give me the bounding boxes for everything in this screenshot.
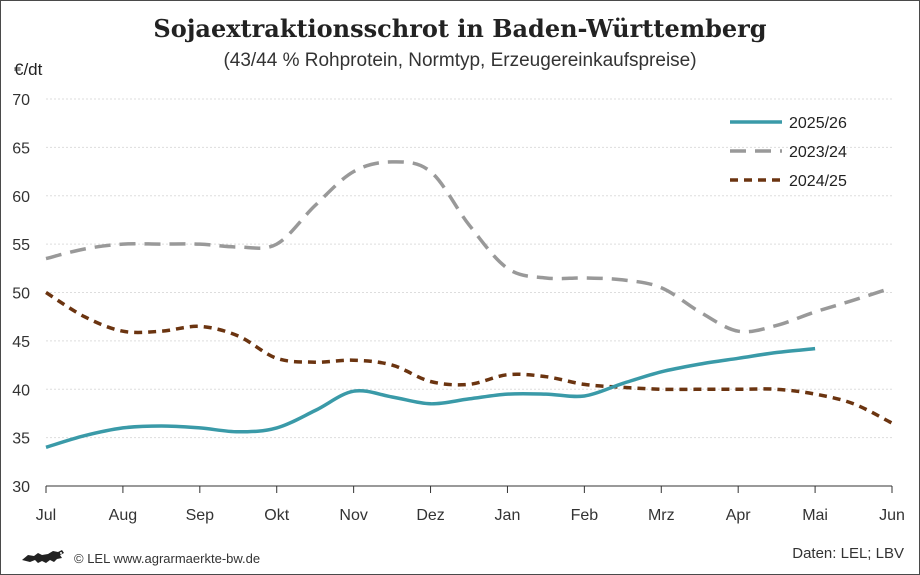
copyright-text: © LEL www.agrarmaerkte-bw.de [74, 550, 261, 566]
y-tick-label: 30 [12, 479, 30, 496]
x-tick-label: Feb [571, 507, 599, 524]
y-tick-label: 50 [12, 286, 30, 303]
series-line-2025-26 [45, 346, 816, 449]
lion-logo-icon [20, 548, 66, 569]
x-tick-label: Sep [186, 507, 215, 524]
y-tick-label: 35 [12, 431, 30, 448]
y-tick-label: 55 [12, 237, 30, 254]
legend-label: 2025/26 [789, 115, 847, 132]
legend-label: 2023/24 [789, 144, 847, 161]
x-tick-label: Jan [495, 507, 521, 524]
chart-title: Sojaextraktionsschrot in Baden-Württembe… [153, 14, 767, 43]
legend-label: 2024/25 [789, 173, 847, 190]
footer-copyright: © LEL www.agrarmaerkte-bw.de [20, 548, 260, 568]
x-tick-label: Jul [36, 507, 56, 524]
x-tick-label: Nov [339, 507, 367, 524]
x-tick-label: Okt [264, 507, 289, 524]
x-tick-label: Mrz [648, 507, 675, 524]
chart-subtitle: (43/44 % Rohprotein, Normtyp, Erzeugerei… [223, 50, 697, 71]
x-tick-label: Dez [416, 507, 444, 524]
y-tick-label: 70 [12, 92, 30, 109]
x-tick-label: Jun [879, 507, 905, 524]
y-axis-unit: €/dt [14, 60, 43, 79]
data-source: Daten: LEL; LBV [792, 545, 904, 562]
x-tick-label: Apr [726, 507, 752, 524]
y-tick-label: 45 [12, 334, 30, 351]
series-line-2023-24 [45, 160, 893, 334]
y-tick-label: 65 [12, 140, 30, 157]
y-tick-label: 60 [12, 189, 30, 206]
series-line-2024-25 [45, 291, 893, 425]
y-tick-label: 40 [12, 382, 30, 399]
x-tick-label: Mai [802, 507, 828, 524]
x-tick-label: Aug [109, 507, 137, 524]
